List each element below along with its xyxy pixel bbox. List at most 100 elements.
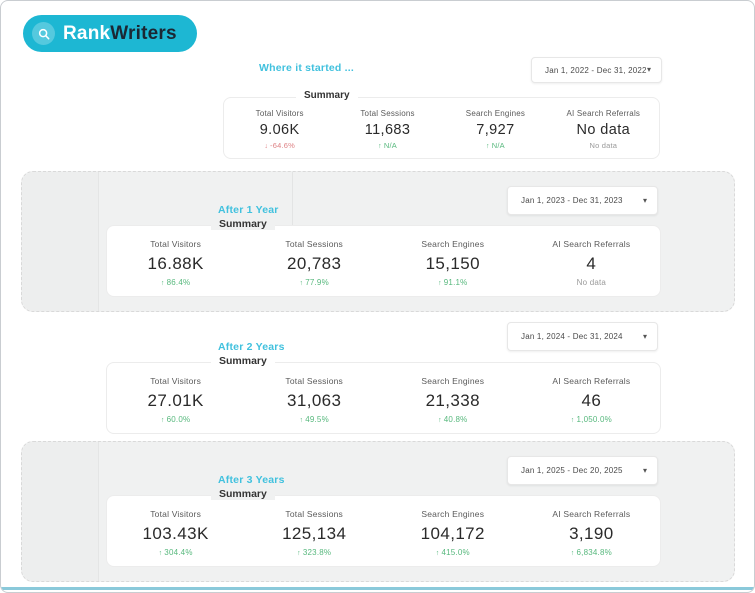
metric-label: Total Sessions [360,109,415,118]
date-range-text: Jan 1, 2022 - Dec 31, 2022 [545,65,647,75]
metric-delta: No data [533,278,650,287]
summary-card-2023: Summary Total Visitors 16.88K ↑ 86.4% Tot… [106,218,661,297]
metric-value: 16.88K [147,254,204,273]
metric-label: Search Engines [465,109,526,118]
metric-ai-search-referrals: AI Search Referrals 3,190 ↑ 6,834.8% [533,509,650,566]
metric-delta: ↑ 49.5% [256,415,373,424]
arrow-up-icon: ↑ [299,417,304,424]
metrics-row: Total Visitors 103.43K ↑ 304.4% Total Ses… [107,496,660,566]
metric-total-visitors: Total Visitors 16.88K ↑ 86.4% [117,239,234,296]
metric-ai-search-referrals: AI Search Referrals 4 No data [533,239,650,296]
delta-text: 415.0% [441,548,470,557]
section-title-after-2-years: After 2 Years [218,341,285,353]
logo-text-writers: Writers [110,22,177,44]
metric-delta: ↓ -64.6% [234,141,325,150]
metric-label: Total Visitors [150,509,202,519]
date-range-text: Jan 1, 2025 - Dec 20, 2025 [521,466,623,475]
metric-total-sessions: Total Sessions 125,134 ↑ 323.8% [256,509,373,566]
delta-text: 6,834.8% [576,548,612,557]
metric-label: Total Visitors [150,239,202,249]
date-range-text: Jan 1, 2023 - Dec 31, 2023 [521,196,623,205]
metric-value: 27.01K [147,391,204,410]
chevron-down-icon: ▾ [642,465,647,475]
metric-delta: No data [558,141,649,150]
metric-value: 46 [581,391,602,410]
arrow-down-icon: ↓ [264,143,269,150]
section-title-after-3-years: After 3 Years [218,474,285,486]
metric-search-engines: Search Engines 104,172 ↑ 415.0% [394,509,511,566]
metric-label: Search Engines [421,509,485,519]
search-icon [32,22,55,45]
delta-text: 60.0% [166,415,191,424]
metric-value: 3,190 [569,524,614,543]
metric-total-sessions: Total Sessions 11,683 ↑ N/A [342,109,433,158]
delta-text: 1,050.0% [576,415,612,424]
section-title-after-1-year: After 1 Year [218,204,279,216]
delta-text: 49.5% [305,415,329,424]
metric-total-sessions: Total Sessions 20,783 ↑ 77.9% [256,239,373,296]
summary-legend: Summary [211,218,275,230]
delta-text: 86.4% [166,278,191,287]
metric-value: 21,338 [425,391,480,410]
logo-text-rank: Rank [63,22,111,44]
date-range-selector-2024[interactable]: Jan 1, 2024 - Dec 31, 2024 ▾ [507,322,658,351]
metric-label: Total Visitors [150,376,202,386]
rankwriters-logo: RankWriters [23,15,197,52]
arrow-up-icon: ↑ [160,417,165,424]
delta-text: 323.8% [302,548,332,557]
delta-text: N/A [491,141,505,150]
metric-total-visitors: Total Visitors 27.01K ↑ 60.0% [117,376,234,433]
metric-label: Total Sessions [285,239,343,249]
delta-text: N/A [383,141,397,150]
date-range-selector-2025[interactable]: Jan 1, 2025 - Dec 20, 2025 ▾ [507,456,658,485]
metric-delta: ↑ 60.0% [117,415,234,424]
metrics-row: Total Visitors 9.06K ↓ -64.6% Total Sessi… [224,98,659,158]
summary-legend: Summary [211,488,275,500]
chevron-down-icon: ▾ [642,195,647,205]
metric-ai-search-referrals: AI Search Referrals 46 ↑ 1,050.0% [533,376,650,433]
metric-delta: ↑ N/A [450,141,541,150]
arrow-up-icon: ↑ [486,143,490,150]
metric-delta: ↑ 77.9% [256,278,373,287]
metric-value: 20,783 [287,254,342,273]
metric-value: 9.06K [259,122,300,138]
band-divider-line [292,172,293,227]
metric-label: AI Search Referrals [552,509,631,519]
summary-card-2024: Summary Total Visitors 27.01K ↑ 60.0% Tot… [106,355,661,434]
metric-value: No data [576,122,631,138]
logo-text: RankWriters [63,23,177,45]
metric-label: AI Search Referrals [552,376,631,386]
arrow-up-icon: ↑ [570,417,575,424]
delta-text: 304.4% [164,548,193,557]
date-range-text: Jan 1, 2024 - Dec 31, 2024 [521,332,623,341]
metric-value: 4 [586,254,597,273]
metric-total-visitors: Total Visitors 103.43K ↑ 304.4% [117,509,234,566]
delta-text: No data [576,278,607,287]
metric-value: 103.43K [142,524,209,543]
band-left-strip [22,442,99,581]
arrow-up-icon: ↑ [160,280,165,287]
metric-delta: ↑ 91.1% [394,278,511,287]
band-left-strip [22,172,99,311]
metric-delta: ↑ 304.4% [117,548,234,557]
chevron-down-icon: ▾ [642,331,647,341]
bottom-accent-bar [1,587,754,590]
metric-label: AI Search Referrals [566,109,641,118]
metric-total-visitors: Total Visitors 9.06K ↓ -64.6% [234,109,325,158]
date-range-selector-2023[interactable]: Jan 1, 2023 - Dec 31, 2023 ▾ [507,186,658,215]
chevron-down-icon: ▾ [646,65,651,74]
arrow-up-icon: ↑ [158,550,163,557]
delta-text: 40.8% [443,415,468,424]
metric-value: 104,172 [420,524,485,543]
arrow-up-icon: ↑ [570,550,575,557]
date-range-selector-2022[interactable]: Jan 1, 2022 - Dec 31, 2022 ▾ [531,57,662,83]
metric-delta: ↑ 40.8% [394,415,511,424]
metric-total-sessions: Total Sessions 31,063 ↑ 49.5% [256,376,373,433]
arrow-up-icon: ↑ [438,280,442,287]
metric-label: Total Sessions [285,509,343,519]
arrow-up-icon: ↑ [435,550,440,557]
metric-delta: ↑ 1,050.0% [533,415,650,424]
metric-delta: ↑ 415.0% [394,548,511,557]
summary-legend: Summary [296,90,358,101]
